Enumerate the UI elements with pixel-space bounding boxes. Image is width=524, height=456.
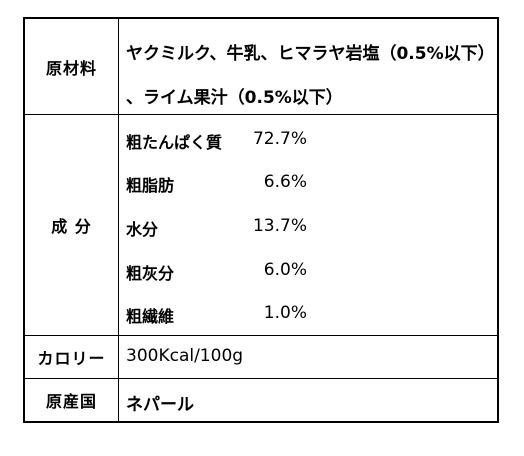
composition-row: 成 分 粗たんぱく質 72.7% 粗脂肪 6.6% 水分 13.7% 粗灰分 6… [25,114,497,335]
composition-item-value: 6.6% [263,172,307,192]
composition-values: 粗たんぱく質 72.7% 粗脂肪 6.6% 水分 13.7% 粗灰分 6.0% … [119,115,497,335]
composition-item-name: 水分 [126,220,159,239]
composition-item-name: 粗灰分 [126,264,175,283]
composition-item-name: 粗たんぱく質 [126,133,223,152]
product-spec-table: 原材料 ヤクミルク、牛乳、ヒマラヤ岩塩（0.5%以下） 、ライム果汁（0.5%以… [23,17,499,423]
calories-value: 300Kcal/100g [126,346,244,366]
calories-value-cell: 300Kcal/100g [119,336,497,378]
ingredients-line-1: ヤクミルク、牛乳、ヒマラヤ岩塩（0.5%以下） [126,44,495,64]
ingredients-value: ヤクミルク、牛乳、ヒマラヤ岩塩（0.5%以下） 、ライム果汁（0.5%以下） [119,19,497,114]
ingredients-label: 原材料 [25,19,119,114]
origin-value: ネパール [126,395,194,415]
composition-item-value: 1.0% [263,303,307,323]
composition-item-value: 6.0% [263,260,307,280]
calories-label: カロリー [25,336,119,378]
origin-row: 原産国 ネパール [25,378,497,421]
ingredients-line-2: 、ライム果汁（0.5%以下） [126,88,343,108]
composition-item-value: 13.7% [252,216,307,236]
composition-item-value: 72.7% [252,129,307,149]
origin-label: 原産国 [25,379,119,421]
composition-label: 成 分 [25,115,119,335]
origin-value-cell: ネパール [119,379,497,421]
calories-row: カロリー 300Kcal/100g [25,335,497,378]
composition-item-name: 粗繊維 [126,307,175,326]
ingredients-row: 原材料 ヤクミルク、牛乳、ヒマラヤ岩塩（0.5%以下） 、ライム果汁（0.5%以… [25,19,497,114]
composition-item-name: 粗脂肪 [126,176,175,195]
